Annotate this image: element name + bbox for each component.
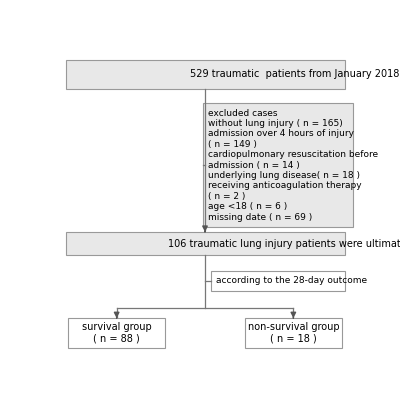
FancyBboxPatch shape: [211, 270, 344, 290]
Text: 106 traumatic lung injury patients were ultimately included: 106 traumatic lung injury patients were …: [168, 238, 400, 248]
FancyBboxPatch shape: [68, 318, 166, 348]
FancyBboxPatch shape: [203, 104, 353, 227]
Text: excluded cases
without lung injury ( n = 165)
admission over 4 hours of injury
(: excluded cases without lung injury ( n =…: [208, 108, 378, 222]
FancyBboxPatch shape: [66, 60, 344, 89]
FancyBboxPatch shape: [66, 232, 344, 255]
Text: 529 traumatic  patients from January 2018 to December 2022: 529 traumatic patients from January 2018…: [190, 69, 400, 79]
Text: according to the 28-day outcome: according to the 28-day outcome: [216, 276, 367, 285]
Text: non-survival group
( n = 18 ): non-survival group ( n = 18 ): [248, 322, 339, 344]
FancyBboxPatch shape: [244, 318, 342, 348]
Text: survival group
( n = 88 ): survival group ( n = 88 ): [82, 322, 152, 344]
